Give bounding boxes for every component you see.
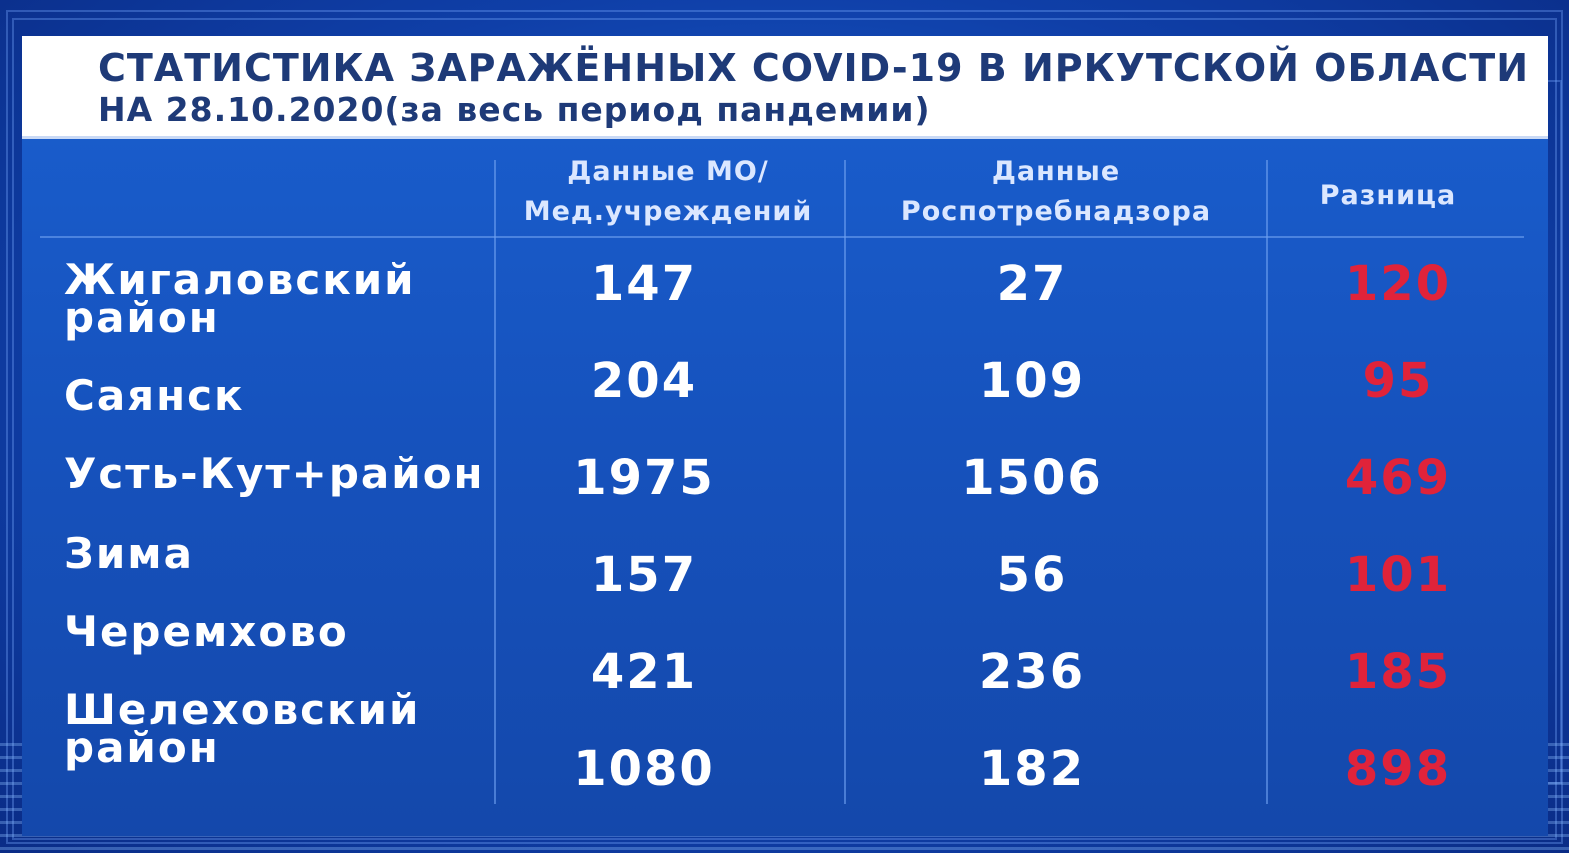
header-mo-line1: Данные МО/ (567, 156, 769, 187)
header-diff: Разница (1270, 176, 1506, 216)
cell-diff-4: 101 (1344, 547, 1452, 603)
cell-diff-3: 469 (1344, 450, 1452, 506)
row-label-cheremkhovo: Черемхово (64, 607, 349, 656)
cell-mo-5: 421 (590, 644, 698, 700)
header-mo-line2: Мед.учреждений (523, 196, 813, 227)
cell-rpn-1: 27 (996, 256, 1068, 312)
header-rpn-line1: Данные (991, 156, 1121, 187)
row-label-zhigalovsky-line1: Жигаловский (64, 255, 416, 304)
header-rpn: Данные Роспотребнадзора (846, 152, 1266, 232)
row-label-shelekhovsky-line1: Шелеховский (64, 685, 421, 734)
cell-mo-2: 204 (590, 353, 698, 409)
cell-mo-3: 1975 (573, 450, 715, 506)
page-subtitle: НА 28.10.2020(за весь период пандемии) (98, 90, 931, 129)
cell-mo-6: 1080 (573, 741, 715, 797)
header-mo: Данные МО/ Мед.учреждений (496, 152, 840, 232)
header-rpn-line2: Роспотребнадзора (900, 196, 1212, 227)
cell-rpn-3: 1506 (961, 450, 1103, 506)
cell-rpn-6: 182 (978, 741, 1086, 797)
column-divider-1 (494, 160, 496, 804)
row-label-sayansk: Саянск (64, 371, 245, 420)
row-label-zhigalovsky: Жигаловский район (64, 256, 416, 342)
header-divider (40, 236, 1524, 238)
cell-diff-1: 120 (1344, 256, 1452, 312)
cell-rpn-2: 109 (978, 353, 1086, 409)
title-banner: СТАТИСТИКА ЗАРАЖЁННЫХ COVID-19 В ИРКУТСК… (22, 36, 1548, 139)
stats-panel (22, 36, 1548, 836)
cell-diff-5: 185 (1344, 644, 1452, 700)
cell-mo-4: 157 (590, 547, 698, 603)
row-label-shelekhovsky: Шелеховский район (64, 686, 420, 772)
column-divider-2 (844, 160, 846, 804)
row-label-zhigalovsky-line2: район (64, 293, 220, 342)
cell-rpn-5: 236 (978, 644, 1086, 700)
header-diff-label: Разница (1319, 180, 1457, 211)
cell-mo-1: 147 (590, 256, 698, 312)
row-label-ust-kut: Усть-Кут+район (64, 449, 485, 498)
cell-diff-6: 898 (1344, 741, 1452, 797)
cell-diff-2: 95 (1362, 353, 1434, 409)
row-label-zima: Зима (64, 529, 194, 578)
cell-rpn-4: 56 (996, 547, 1068, 603)
row-label-shelekhovsky-line2: район (64, 723, 220, 772)
page-title: СТАТИСТИКА ЗАРАЖЁННЫХ COVID-19 В ИРКУТСК… (98, 46, 1530, 90)
column-divider-3 (1266, 160, 1268, 804)
